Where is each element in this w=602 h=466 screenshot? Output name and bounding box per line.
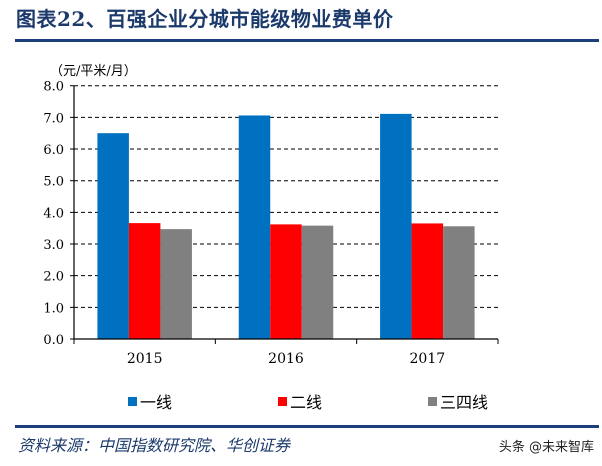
source-note: 资料来源：中国指数研究院、华创证券 — [18, 436, 291, 455]
legend-label: 二线 — [290, 393, 322, 412]
legend-swatch — [128, 397, 137, 406]
y-tick-label: 5.0 — [43, 175, 64, 190]
legend-swatch — [428, 397, 437, 406]
bar-2017-2 — [443, 226, 475, 339]
bar-2015-1 — [128, 223, 161, 339]
y-tick-label: 4.0 — [43, 206, 64, 221]
y-tick-label: 3.0 — [43, 238, 64, 253]
y-tick-label: 6.0 — [43, 143, 64, 158]
chart-title: 图表22、百强企业分城市能级物业费单价 — [16, 7, 394, 31]
watermark: 头条 @未来智库 — [498, 440, 594, 455]
y-tick-label: 2.0 — [43, 270, 64, 285]
x-tick-label: 2015 — [127, 351, 163, 367]
title-divider — [15, 39, 599, 42]
bar-2015-0 — [97, 133, 129, 339]
legend-label: 三四线 — [440, 393, 488, 412]
y-tick-label: 0.0 — [43, 333, 64, 348]
bar-2015-2 — [160, 229, 192, 339]
bar-2016-0 — [238, 115, 271, 339]
bar-2016-2 — [301, 225, 334, 339]
bar-2016-1 — [270, 224, 302, 339]
footer-divider — [15, 425, 599, 428]
bar-2017-0 — [380, 113, 412, 339]
bar-chart: 0.0 1.0 2.0 3.0 4.0 5.0 6.0 7.0 8.0 2015 2016 2017 一… — [43, 80, 499, 412]
legend-swatch — [278, 397, 287, 406]
x-tick-label: 2016 — [268, 351, 304, 367]
y-tick-label: 1.0 — [43, 301, 64, 316]
bar-2017-1 — [411, 223, 444, 339]
y-tick-label: 8.0 — [43, 80, 64, 95]
y-axis-unit: （元/平米/月） — [50, 64, 137, 79]
x-tick-label: 2017 — [410, 351, 446, 367]
legend-label: 一线 — [140, 393, 172, 412]
y-tick-label: 7.0 — [43, 111, 64, 126]
